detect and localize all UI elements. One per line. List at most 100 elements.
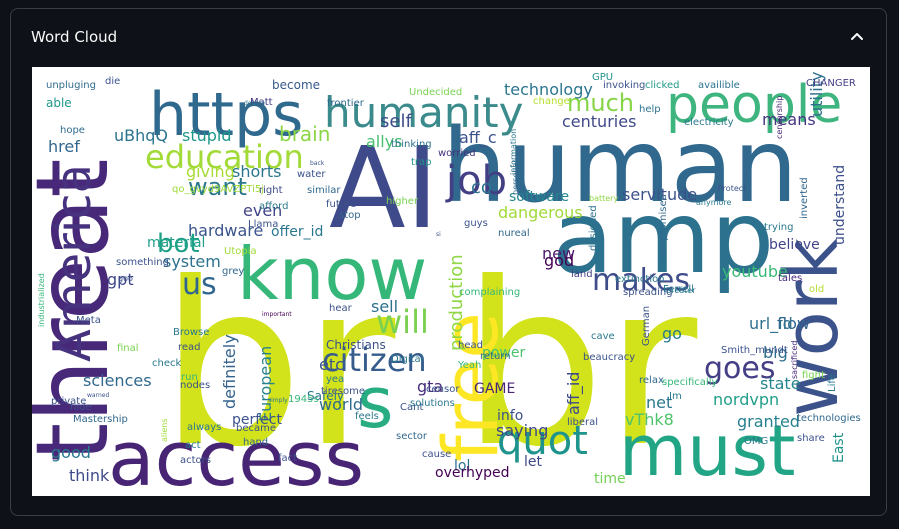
word-cloud-word: href: [48, 137, 80, 156]
word-cloud-word: technologies: [797, 413, 861, 424]
word-cloud-word: will: [376, 303, 429, 341]
word-cloud-word: head: [458, 340, 483, 351]
word-cloud-word: qo_gvyd9AVZPTi5j: [172, 184, 264, 195]
word-cloud-word: think: [69, 466, 110, 485]
word-cloud-word: gta: [417, 377, 443, 396]
word-cloud-word: compromised: [658, 194, 669, 262]
word-cloud-word: net: [646, 393, 672, 412]
word-cloud-word: hide: [70, 402, 92, 413]
word-cloud-word: centuries: [562, 112, 636, 131]
word-cloud-word: private: [51, 396, 86, 407]
word-cloud-word: Matt: [250, 97, 273, 108]
word-cloud-word: tiresome: [321, 386, 365, 397]
word-cloud-word: solutions: [410, 398, 455, 409]
word-cloud-word: access: [108, 414, 364, 496]
word-cloud-word: tales: [778, 273, 802, 284]
word-cloud-word: Digital: [391, 354, 423, 365]
word-cloud-word: German: [641, 306, 652, 346]
word-cloud-word: etc: [319, 355, 344, 374]
word-cloud-word: 1945s: [288, 394, 319, 405]
word-cloud-word: world: [319, 395, 363, 414]
word-cloud-word: frontier: [327, 98, 365, 109]
word-cloud-word: land: [571, 269, 593, 280]
word-cloud-word: quot: [497, 418, 588, 464]
word-cloud-word: GPU: [592, 72, 613, 83]
word-cloud-word: makes: [592, 263, 690, 298]
word-cloud-word: big: [763, 343, 788, 362]
word-cloud-word: beaucracy: [583, 352, 635, 363]
word-cloud-word: humanity: [324, 88, 524, 137]
word-cloud-word: amp: [552, 179, 774, 296]
word-cloud-word: job: [445, 158, 507, 204]
word-cloud-word: vThk8: [625, 410, 674, 429]
word-cloud-word: system: [163, 252, 221, 271]
word-cloud-word: uBhqQ: [114, 126, 168, 145]
word-cloud-word: s: [357, 362, 393, 444]
word-cloud-word: material: [147, 235, 205, 251]
word-cloud-word: co: [471, 177, 492, 198]
word-cloud-word: Utopia: [224, 246, 257, 257]
word-cloud-word: electricity: [684, 117, 734, 128]
word-cloud-word: change: [533, 96, 570, 107]
word-cloud-word: even: [243, 201, 282, 220]
word-cloud-word: Im: [669, 391, 682, 402]
word-cloud-word: European: [256, 346, 275, 422]
word-cloud-word: fact: [278, 453, 297, 464]
word-cloud-word: trying: [764, 222, 793, 233]
word-cloud-word: br: [462, 235, 698, 496]
word-cloud-word: sector: [396, 431, 428, 442]
word-cloud-word: human: [442, 107, 798, 226]
word-cloud-word: Meta: [76, 315, 101, 326]
word-cloud-word: offer_id: [271, 224, 323, 240]
word-cloud-word: share: [797, 433, 825, 444]
word-cloud-word: Smith_mundt: [721, 345, 788, 356]
word-cloud-word: must: [619, 410, 795, 492]
panel-header[interactable]: Word Cloud: [11, 9, 886, 65]
word-cloud-word: industrialized: [37, 273, 46, 327]
word-cloud-word: hand: [243, 437, 268, 448]
word-cloud-word: us: [182, 267, 217, 302]
word-cloud-word: censor: [426, 384, 460, 395]
word-cloud-word: gpt: [107, 270, 134, 289]
word-cloud-word: work: [769, 238, 855, 417]
word-cloud-word: important: [262, 311, 292, 318]
word-cloud-word: Protect: [718, 184, 746, 193]
word-cloud-word: fight: [802, 370, 825, 381]
word-cloud-word: new: [542, 244, 575, 263]
word-cloud-word: water: [297, 169, 326, 180]
word-cloud-word: relax: [639, 375, 664, 386]
word-cloud-word: let: [524, 454, 543, 470]
word-cloud-word: state: [760, 374, 801, 393]
word-cloud-word: flow: [777, 314, 810, 333]
word-cloud-word: act: [185, 440, 201, 451]
word-cloud-word: Cant: [400, 402, 423, 413]
word-cloud-word: simply: [268, 397, 288, 404]
word-cloud-word: anymore: [696, 198, 732, 207]
word-cloud-word: trap: [411, 157, 432, 168]
word-cloud-word: aliens: [160, 418, 169, 442]
word-cloud-word: br: [160, 235, 396, 496]
word-cloud-word: hear: [329, 303, 353, 314]
word-cloud-word: lol: [454, 458, 470, 474]
word-cloud-word: nureal: [498, 228, 530, 239]
word-cloud-word: actors: [180, 455, 211, 466]
word-cloud-word: final: [117, 343, 139, 354]
word-cloud-word: understand: [832, 165, 848, 245]
word-cloud-word: complaining: [459, 287, 520, 298]
word-cloud-word: censorship: [775, 96, 784, 139]
word-cloud-word: designed: [588, 205, 599, 251]
word-cloud-word: Christians: [326, 338, 386, 352]
word-cloud-word: time: [594, 471, 626, 487]
chevron-up-icon[interactable]: [846, 25, 868, 47]
word-cloud-word: hardware: [188, 221, 263, 240]
word-cloud-word: help: [639, 104, 661, 115]
word-cloud-word: goes: [704, 351, 775, 386]
word-cloud-word: hope: [60, 125, 85, 136]
word-cloud-word: much: [567, 89, 634, 117]
word-cloud-word: cave: [591, 331, 615, 342]
word-cloud-word: good: [51, 443, 91, 462]
word-cloud-word: AI: [329, 124, 439, 254]
word-cloud-word: Greater: [665, 286, 696, 295]
word-cloud-word: sacrificed: [790, 341, 799, 379]
word-cloud-word: nodes: [180, 380, 210, 391]
